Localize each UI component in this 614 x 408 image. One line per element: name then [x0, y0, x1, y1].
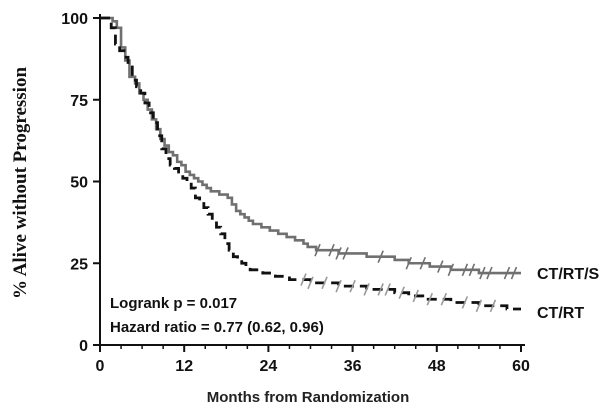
censor-mark-ct-rt — [363, 283, 370, 296]
censor-mark-ct-rt — [321, 276, 328, 290]
censor-mark-ct-rt-s — [437, 260, 444, 273]
x-axis-title: Months from Randomization — [207, 389, 410, 406]
series-label-ct-rt: CT/RT — [537, 305, 584, 322]
y-tick-label: 100 — [61, 11, 88, 28]
series-line-ct-rt — [100, 16, 521, 311]
hazard-ratio-annotation: Hazard ratio = 0.77 (0.62, 0.96) — [110, 319, 324, 336]
x-tick-label: 60 — [512, 358, 530, 375]
censor-mark-ct-rt — [489, 299, 497, 313]
y-tick-label: 75 — [70, 93, 88, 110]
x-tick-label: 12 — [175, 358, 193, 375]
axes — [99, 14, 525, 346]
censor-mark-ct-rt — [335, 279, 342, 293]
censor-mark-ct-rt-s — [510, 266, 518, 280]
y-tick-label: 0 — [79, 338, 88, 355]
censor-mark-ct-rt-s — [503, 266, 511, 280]
y-tick-label: 50 — [70, 175, 88, 192]
series-line-ct-rt-s — [100, 16, 521, 275]
x-tick-label: 0 — [96, 358, 105, 375]
censor-mark-ct-rt-s — [486, 266, 493, 280]
censor-mark-ct-rt — [384, 283, 391, 296]
censor-mark-ct-rt — [475, 299, 483, 313]
censor-mark-ct-rt-s — [328, 243, 335, 257]
censor-mark-ct-rt-s — [335, 247, 342, 260]
censor-mark-ct-rt — [300, 273, 307, 286]
ticks: 0 12 24 36 48 60 0 25 50 75 100 — [61, 11, 530, 375]
censor-mark-ct-rt — [426, 292, 434, 306]
censor-mark-ct-rt — [412, 289, 419, 303]
censor-mark-ct-rt-s — [342, 247, 349, 260]
y-axis-title: % Alive without Progression — [10, 67, 31, 299]
censor-mark-ct-rt — [440, 292, 448, 306]
censor-mark-ct-rt — [349, 279, 356, 293]
x-tick-label: 48 — [428, 358, 446, 375]
censor-mark-ct-rt-s — [405, 256, 412, 270]
logrank-annotation: Logrank p = 0.017 — [110, 295, 237, 312]
censor-mark-ct-rt-s — [447, 263, 455, 277]
censor-mark-ct-rt — [398, 286, 405, 299]
y-tick-label: 25 — [70, 256, 88, 273]
censor-mark-ct-rt — [377, 283, 384, 296]
censor-mark-ct-rt-s — [377, 250, 384, 264]
x-tick-label: 24 — [260, 358, 278, 375]
censor-mark-ct-rt-s — [314, 243, 321, 257]
x-tick-label: 36 — [344, 358, 362, 375]
censor-mark-ct-rt — [307, 276, 314, 290]
censor-mark-ct-rt-s — [479, 266, 486, 280]
censor-mark-ct-rt — [461, 296, 469, 309]
series-layer — [100, 16, 521, 313]
censor-mark-ct-rt-s — [468, 263, 476, 277]
censor-mark-ct-rt-s — [419, 256, 427, 270]
series-label-ct-rt-s: CT/RT/S — [537, 266, 600, 283]
censor-mark-ct-rt-s — [461, 263, 469, 277]
